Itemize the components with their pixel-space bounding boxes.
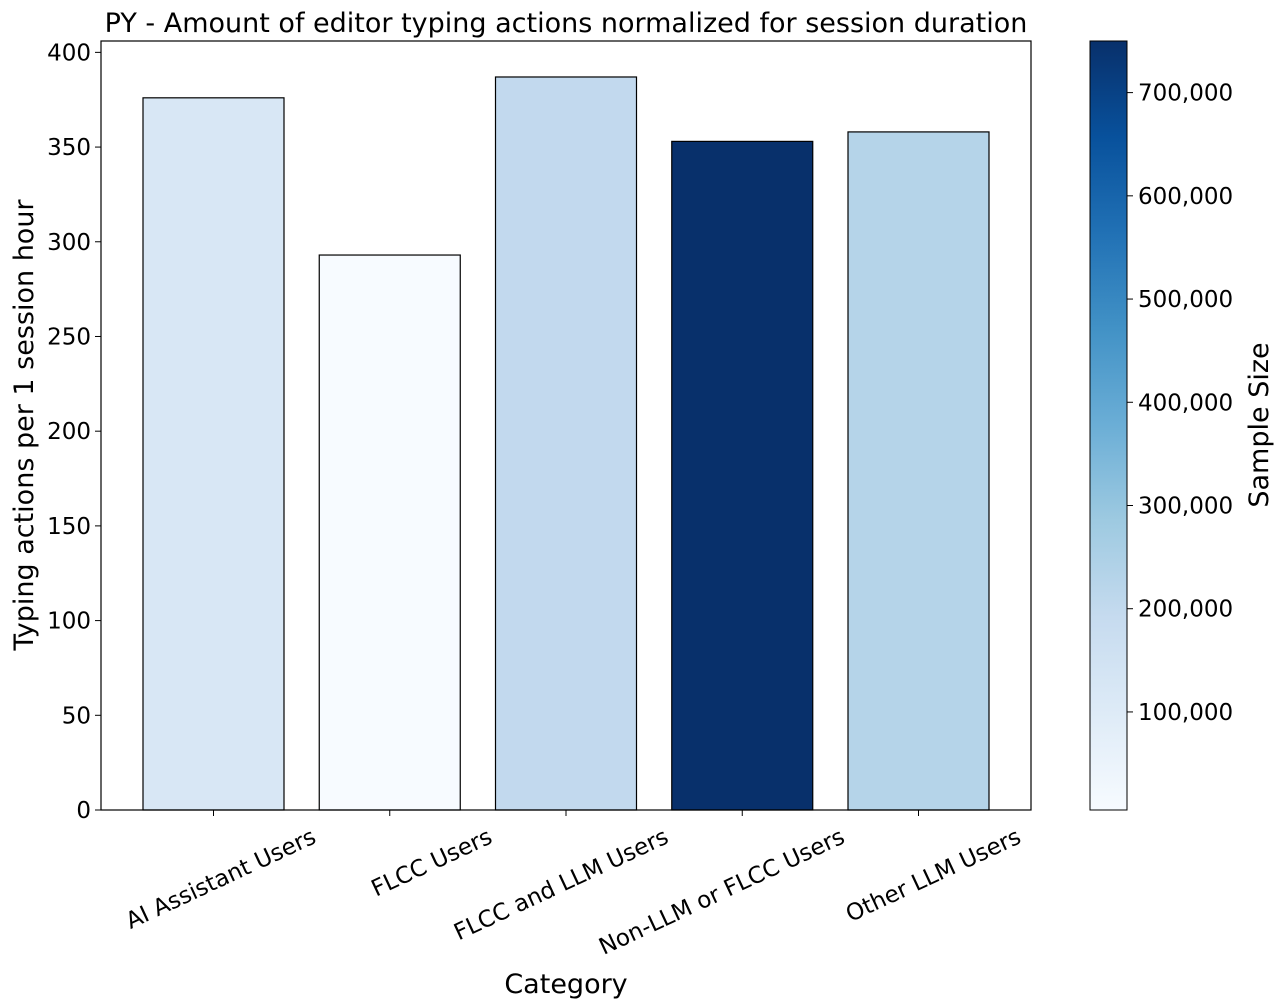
bar	[494, 76, 638, 811]
x-tick-label: AI Assistant Users	[122, 824, 320, 935]
bar	[671, 140, 814, 811]
colorbar-tick-label: 300,000	[1138, 493, 1233, 519]
y-tick-label: 150	[47, 514, 91, 540]
colorbar-label: Sample Size	[1244, 342, 1275, 507]
colorbar-tick-label: 600,000	[1138, 184, 1233, 210]
y-tick-label: 0	[76, 798, 91, 824]
colorbar-tick-label: 700,000	[1138, 81, 1233, 107]
colorbar-gradient	[1089, 40, 1128, 811]
colorbar-ticks: 100,000 200,000 300,000 400,000 500,000 600,0…	[1127, 81, 1233, 726]
y-tick-label: 100	[47, 609, 91, 635]
y-axis: 0 50 100 150 200 250 300 350 400	[47, 40, 101, 824]
y-tick-label: 350	[47, 135, 91, 161]
plot-area	[142, 76, 990, 811]
y-tick-label: 300	[47, 230, 91, 256]
bar	[142, 97, 285, 811]
bar	[318, 254, 461, 811]
chart-title: PY - Amount of editor typing actions nor…	[105, 8, 1028, 39]
y-tick-label: 200	[47, 419, 91, 445]
colorbar-tick-label: 200,000	[1138, 597, 1233, 623]
y-tick-label: 50	[62, 703, 91, 729]
colorbar-tick-label: 100,000	[1138, 700, 1233, 726]
x-axis-label: Category	[504, 969, 627, 1000]
x-tick-label: FLCC Users	[368, 824, 497, 902]
bar	[847, 131, 990, 811]
y-axis-label: Typing actions per 1 session hour	[9, 199, 40, 652]
colorbar: 100,000 200,000 300,000 400,000 500,000 600,0…	[1089, 40, 1275, 811]
x-tick-label: Other LLM Users	[842, 824, 1025, 928]
y-tick-label: 400	[47, 40, 91, 66]
colorbar-tick-label: 500,000	[1138, 287, 1233, 313]
colorbar-tick-label: 400,000	[1138, 390, 1233, 416]
y-tick-label: 250	[47, 324, 91, 350]
